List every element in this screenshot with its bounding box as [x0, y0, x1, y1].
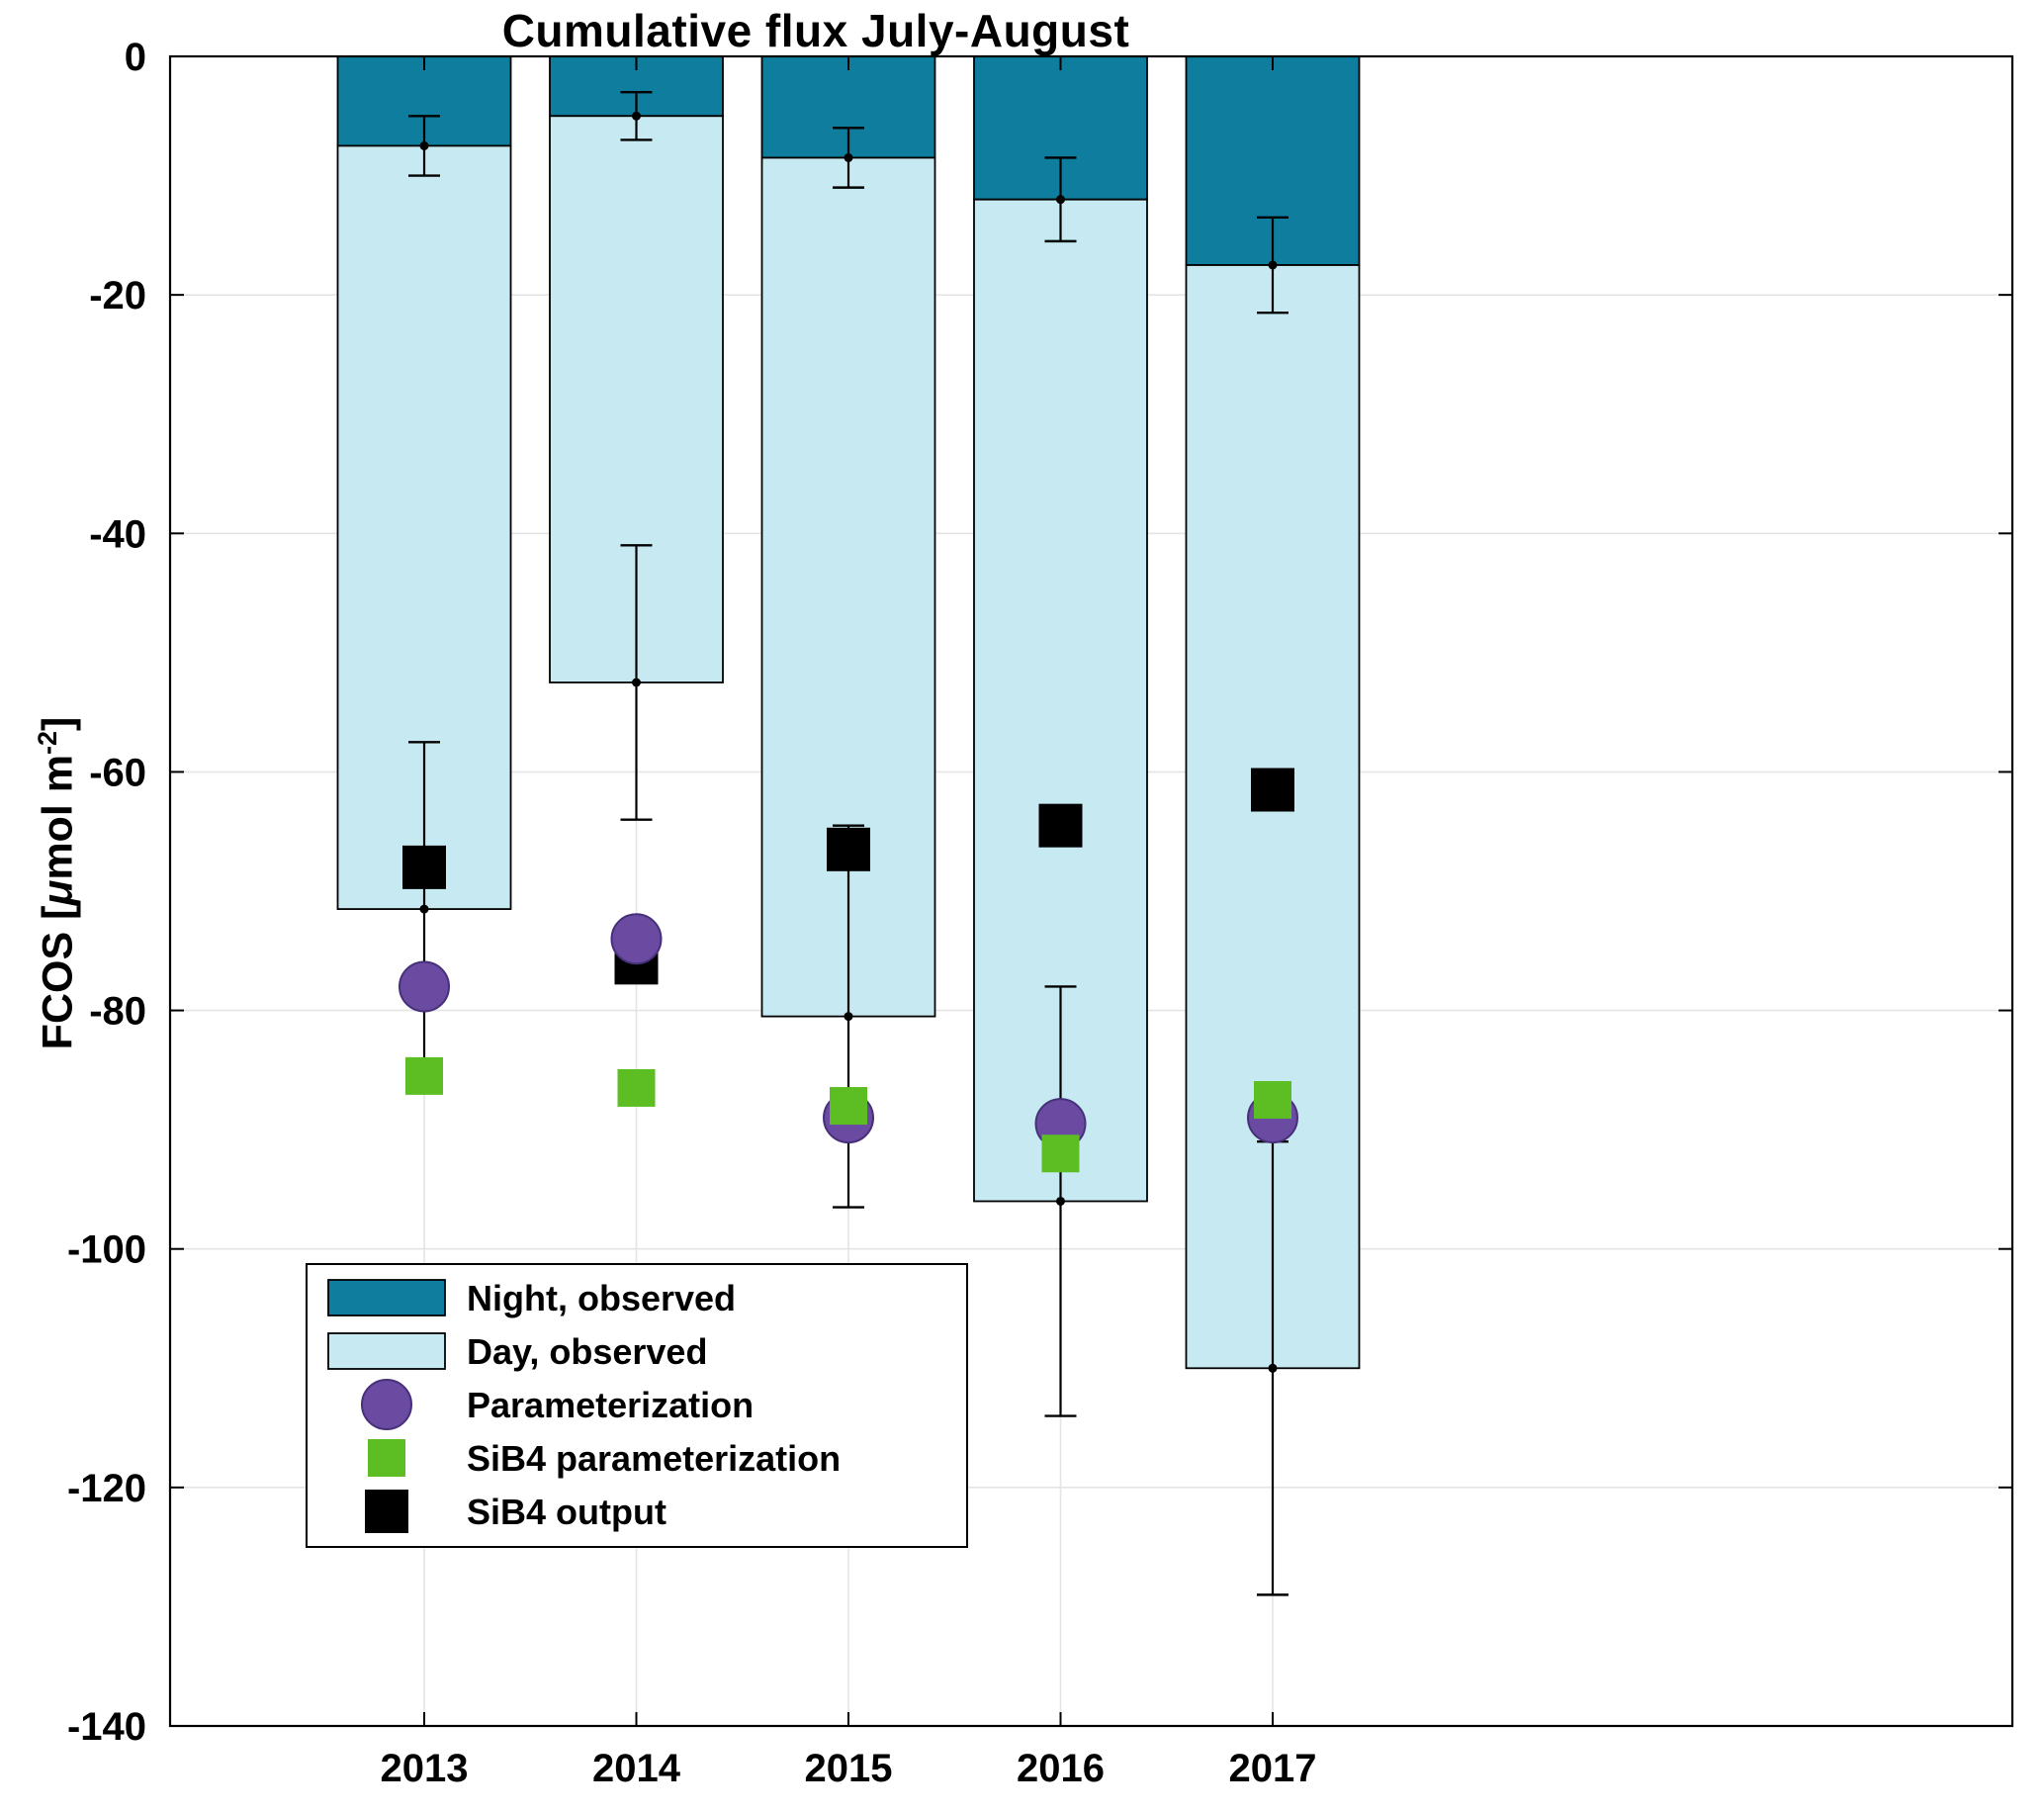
marker-sib4-parameterization-2017 — [1254, 1081, 1291, 1119]
error-bar-night-2016-center-dot — [1056, 195, 1065, 205]
x-tick-label-2015: 2015 — [805, 1747, 893, 1790]
y-tick-label: -140 — [67, 1705, 146, 1749]
y-tick-label: -40 — [89, 512, 146, 556]
marker-parameterization-2014 — [610, 913, 663, 965]
legend-label-parameterization: Parameterization — [467, 1385, 754, 1425]
error-bar-night-2014-center-dot — [632, 111, 641, 121]
y-axis-label-units: mol m — [34, 755, 82, 880]
y-tick-label: -60 — [89, 751, 146, 794]
legend-marker-parameterization — [361, 1379, 412, 1430]
legend-label-sib4-parameterization: SiB4 parameterization — [467, 1438, 841, 1479]
marker-sib4-output-2016 — [1038, 803, 1083, 848]
chart-title: Cumulative flux July-August — [501, 5, 1130, 56]
marker-sib4-output-2015 — [827, 827, 870, 871]
y-tick-label: -120 — [67, 1467, 146, 1510]
error-bar-total-2015-center-dot — [844, 1012, 853, 1022]
error-bar-total-2013-center-dot — [419, 904, 429, 914]
legend-label-day-observed: Day, observed — [467, 1331, 707, 1372]
legend-label-night-observed: Night, observed — [467, 1278, 736, 1318]
y-tick-label: 0 — [125, 36, 146, 79]
marker-sib4-output-2013 — [402, 845, 446, 889]
error-bar-total-2016-center-dot — [1056, 1196, 1065, 1206]
marker-sib4-output-2017 — [1251, 768, 1294, 812]
legend-label-sib4-output: SiB4 output — [467, 1492, 667, 1532]
error-bar-night-2015-center-dot — [844, 152, 853, 162]
y-axis-label-bracket: ] — [34, 716, 82, 732]
x-tick-label-2014: 2014 — [592, 1747, 681, 1790]
error-bar-total-2017-center-dot — [1268, 1363, 1278, 1373]
x-tick-label-2017: 2017 — [1229, 1747, 1317, 1790]
y-axis-label: FCOS [μmol m-2] — [17, 488, 82, 1279]
mu-symbol: μ — [34, 879, 82, 906]
marker-parameterization-2013 — [399, 960, 450, 1013]
legend-swatch-night — [327, 1279, 446, 1316]
marker-sib4-parameterization-2014 — [617, 1068, 656, 1107]
y-axis-label-exponent: -2 — [33, 731, 62, 756]
x-tick-label-2016: 2016 — [1017, 1747, 1105, 1790]
y-tick-label: -20 — [89, 274, 146, 317]
legend-marker-sib4-parameterization — [368, 1439, 405, 1477]
marker-sib4-parameterization-2015 — [830, 1087, 867, 1126]
error-bar-total-2014-center-dot — [632, 678, 641, 687]
legend-marker-sib4-output — [365, 1490, 408, 1533]
y-axis-label-text: FCOS [ — [34, 905, 82, 1050]
y-tick-label: -80 — [89, 990, 146, 1034]
x-tick-label-2013: 2013 — [381, 1747, 469, 1790]
error-bar-night-2017-center-dot — [1268, 260, 1278, 270]
marker-sib4-parameterization-2013 — [405, 1056, 443, 1095]
error-bar-night-2013-center-dot — [419, 140, 429, 150]
axes-box — [168, 54, 2014, 1728]
marker-sib4-parameterization-2016 — [1041, 1134, 1080, 1173]
y-tick-label: -100 — [67, 1228, 146, 1272]
legend-swatch-day — [327, 1332, 446, 1370]
